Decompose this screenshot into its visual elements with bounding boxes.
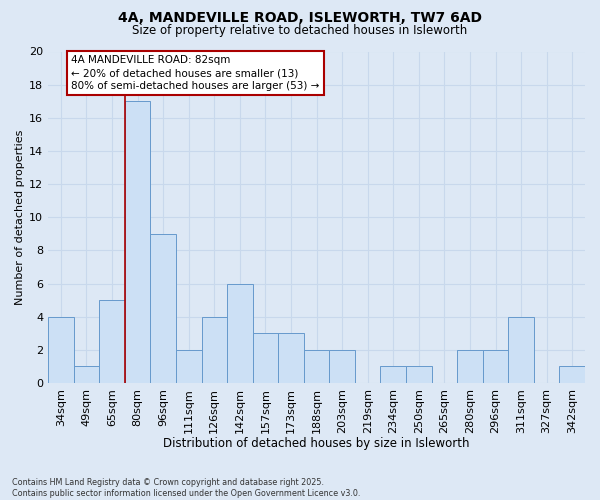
Bar bbox=[176, 350, 202, 383]
Bar bbox=[227, 284, 253, 383]
Text: 4A MANDEVILLE ROAD: 82sqm
← 20% of detached houses are smaller (13)
80% of semi-: 4A MANDEVILLE ROAD: 82sqm ← 20% of detac… bbox=[71, 55, 320, 91]
Bar bbox=[559, 366, 585, 383]
Bar bbox=[278, 334, 304, 383]
Bar bbox=[48, 316, 74, 383]
Bar bbox=[74, 366, 99, 383]
Bar bbox=[151, 234, 176, 383]
Bar bbox=[202, 316, 227, 383]
Y-axis label: Number of detached properties: Number of detached properties bbox=[15, 130, 25, 305]
Bar bbox=[508, 316, 534, 383]
Bar bbox=[99, 300, 125, 383]
Bar bbox=[125, 101, 151, 383]
Bar bbox=[253, 334, 278, 383]
Text: Size of property relative to detached houses in Isleworth: Size of property relative to detached ho… bbox=[133, 24, 467, 37]
X-axis label: Distribution of detached houses by size in Isleworth: Distribution of detached houses by size … bbox=[163, 437, 470, 450]
Bar bbox=[406, 366, 431, 383]
Bar bbox=[483, 350, 508, 383]
Text: Contains HM Land Registry data © Crown copyright and database right 2025.
Contai: Contains HM Land Registry data © Crown c… bbox=[12, 478, 361, 498]
Text: 4A, MANDEVILLE ROAD, ISLEWORTH, TW7 6AD: 4A, MANDEVILLE ROAD, ISLEWORTH, TW7 6AD bbox=[118, 11, 482, 25]
Bar bbox=[329, 350, 355, 383]
Bar bbox=[304, 350, 329, 383]
Bar bbox=[380, 366, 406, 383]
Bar bbox=[457, 350, 483, 383]
